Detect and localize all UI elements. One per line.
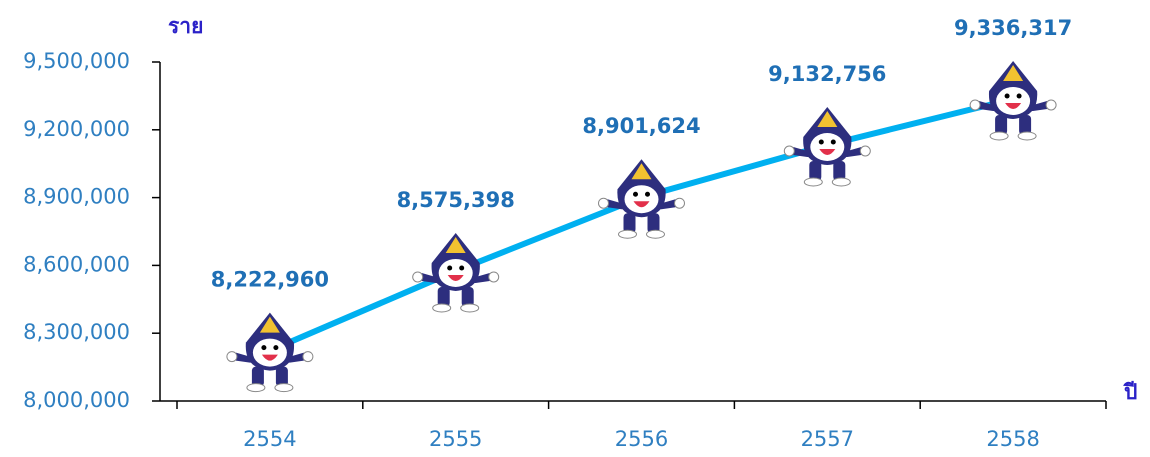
mascot-leg <box>995 114 1008 135</box>
x-axis-title: ปี <box>1122 380 1137 404</box>
mascot-hand <box>783 145 795 157</box>
x-tick-label: 2554 <box>243 427 296 451</box>
mascot-hand <box>969 99 981 111</box>
mascot-eye <box>459 265 465 271</box>
mascot-crest <box>259 316 280 333</box>
mascot-marker <box>226 312 314 393</box>
mascot-leg <box>461 286 474 307</box>
mascot-hand <box>302 351 314 363</box>
x-tick-label: 2556 <box>615 427 668 451</box>
mascot-hand <box>226 351 238 363</box>
mascot-eye <box>447 265 453 271</box>
mascot-crest <box>1003 64 1024 81</box>
mascot-crest <box>445 236 466 253</box>
mascot-mouth <box>261 354 278 361</box>
mascot-foot <box>460 303 480 313</box>
mascot-eye <box>261 345 267 351</box>
mascot-eye <box>633 191 638 197</box>
mascot-foot <box>989 131 1009 141</box>
mascot-leg <box>647 213 660 234</box>
mascot-eye <box>830 139 836 145</box>
mascot-leg <box>275 366 288 387</box>
data-label: 9,132,756 <box>768 62 886 86</box>
mascot-hand <box>859 145 871 157</box>
mascot-face <box>810 132 845 161</box>
mascot-eye <box>273 345 279 351</box>
mascot-mouth <box>1005 102 1022 109</box>
x-tick-label: 2555 <box>429 427 482 451</box>
data-label: 8,901,624 <box>582 114 700 138</box>
x-tick-label: 2557 <box>801 427 854 451</box>
mascot-crest <box>631 163 652 180</box>
mascot-face <box>996 86 1031 115</box>
mascot-face <box>252 338 287 367</box>
mascot-foot <box>432 303 452 313</box>
mascot-hand <box>488 271 500 283</box>
mascot-hand <box>1045 99 1057 111</box>
mascot-foot <box>1017 131 1037 141</box>
mascot-mouth <box>633 201 650 208</box>
mascot-foot <box>246 383 266 393</box>
mascot-leg <box>623 213 636 234</box>
mascot-leg <box>809 160 822 181</box>
mascot-foot <box>274 383 294 393</box>
mascot-mouth <box>819 148 836 155</box>
x-tick-label: 2558 <box>986 427 1039 451</box>
y-tick-label: 8,300,000 <box>23 320 130 344</box>
mascot-leg <box>251 366 264 387</box>
data-label: 8,575,398 <box>397 188 515 212</box>
mascot-crest <box>817 110 838 127</box>
y-tick-label: 8,000,000 <box>23 388 130 412</box>
mascot-leg <box>833 160 846 181</box>
mascot-hand <box>412 271 424 283</box>
mascot-foot <box>618 229 637 239</box>
data-label: 9,336,317 <box>954 16 1072 40</box>
mascot-marker <box>969 60 1057 141</box>
mascot-face <box>438 258 473 287</box>
mascot-foot <box>803 177 823 187</box>
mascot-foot <box>646 229 665 239</box>
mascot-leg <box>1019 114 1032 135</box>
mascot-foot <box>831 177 851 187</box>
y-tick-label: 9,500,000 <box>23 49 130 73</box>
mascot-hand <box>598 197 609 209</box>
data-label: 8,222,960 <box>211 268 329 292</box>
mascot-eye <box>1016 93 1022 99</box>
y-tick-label: 9,200,000 <box>23 117 130 141</box>
mascot-marker <box>598 159 685 239</box>
mascot-hand <box>674 197 685 209</box>
mascot-eye <box>818 139 824 145</box>
mascot-marker <box>783 106 871 187</box>
mascot-leg <box>437 286 450 307</box>
y-tick-label: 8,600,000 <box>23 252 130 276</box>
mascot-mouth <box>447 274 464 281</box>
y-tick-label: 8,900,000 <box>23 185 130 209</box>
mascot-eye <box>645 191 650 197</box>
mascot-face <box>624 185 659 214</box>
mascot-eye <box>1004 93 1010 99</box>
y-axis-title: ราย <box>168 14 203 38</box>
mascot-marker <box>412 232 500 313</box>
